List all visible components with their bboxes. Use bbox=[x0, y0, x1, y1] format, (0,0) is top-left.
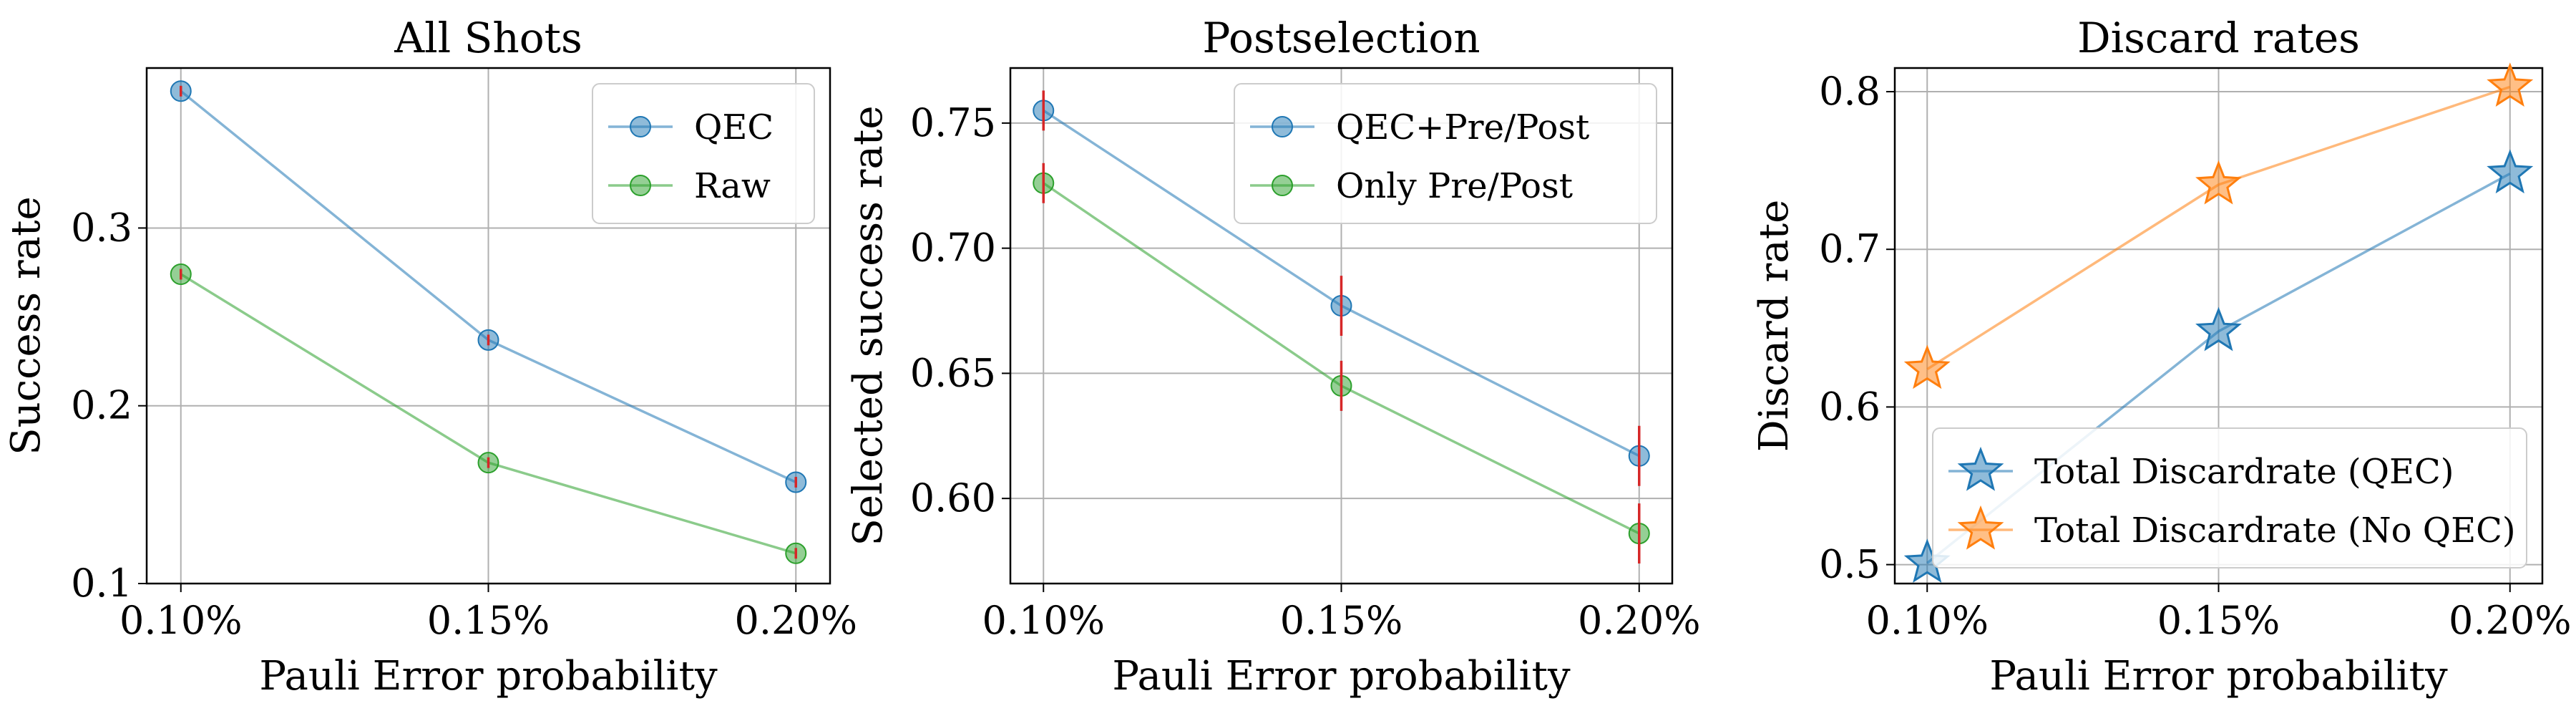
legend-entry: QEC bbox=[608, 107, 774, 147]
x-tick-label: 0.20% bbox=[1578, 598, 1701, 643]
y-tick-label: 0.75 bbox=[910, 100, 996, 145]
legend-marker bbox=[1957, 505, 2004, 550]
chart-panel-2: 0.10% 0.15% 0.20% 0.60 0.65 0.70 0.75 Postselec… bbox=[845, 14, 1701, 700]
x-tick-label: 0.15% bbox=[427, 598, 550, 643]
series-2 bbox=[1033, 163, 1650, 564]
data-point bbox=[2487, 149, 2534, 194]
y-tick-label: 0.5 bbox=[1819, 542, 1880, 587]
y-tick-label: 0.8 bbox=[1819, 69, 1880, 114]
x-axis-label: Pauli Error probability bbox=[259, 653, 718, 700]
y-tick-label: 0.60 bbox=[910, 475, 996, 521]
legend: QEC Raw bbox=[592, 83, 815, 224]
x-axis-label: Pauli Error probability bbox=[1989, 653, 2448, 700]
legend-entry: QEC+Pre/Post bbox=[1250, 107, 1589, 147]
series-2 bbox=[1903, 62, 2534, 390]
legend-label: QEC+Pre/Post bbox=[1336, 107, 1589, 147]
data-point bbox=[2195, 160, 2242, 205]
legend-marker bbox=[1272, 116, 1293, 137]
y-axis-label: Success rate bbox=[3, 196, 49, 455]
chart-panel-1: 0.10% 0.15% 0.20% 0.1 0.2 0.3 All Shots Pauli E… bbox=[3, 14, 857, 700]
legend: Total Discardrate (QEC) Total Discardrate… bbox=[1932, 427, 2527, 569]
legend-entry: Only Pre/Post bbox=[1250, 166, 1573, 206]
legend-label: QEC bbox=[694, 107, 774, 147]
x-tick-label: 0.10% bbox=[119, 598, 243, 643]
legend-marker bbox=[1957, 446, 2004, 491]
chart-title: All Shots bbox=[394, 14, 582, 62]
y-axis-label: Selected success rate bbox=[845, 106, 892, 546]
series-1 bbox=[170, 80, 807, 493]
legend-marker bbox=[630, 116, 651, 137]
legend-label: Raw bbox=[694, 166, 771, 206]
legend-label: Total Discardrate (No QEC) bbox=[2034, 511, 2516, 551]
x-axis-label: Pauli Error probability bbox=[1112, 653, 1571, 700]
legend-box bbox=[1932, 427, 2527, 569]
legend-label: Only Pre/Post bbox=[1336, 166, 1573, 206]
y-tick-label: 0.7 bbox=[1819, 226, 1880, 271]
data-point bbox=[1903, 344, 1951, 390]
chart-panel-3: 0.10% 0.15% 0.20% 0.5 0.6 0.7 0.8 Discard rates… bbox=[1751, 14, 2572, 700]
legend-label: Total Discardrate (QEC) bbox=[2034, 452, 2454, 492]
y-tick-label: 0.65 bbox=[910, 350, 996, 395]
legend-entry: Raw bbox=[608, 166, 771, 206]
legend-entry: Total Discardrate (No QEC) bbox=[1948, 505, 2516, 551]
y-tick-label: 0.1 bbox=[71, 561, 132, 606]
x-tick-label: 0.10% bbox=[1865, 598, 1989, 643]
y-axis-label: Discard rate bbox=[1751, 200, 1797, 453]
legend: QEC+Pre/Post Only Pre/Post bbox=[1234, 83, 1657, 224]
data-point bbox=[2195, 306, 2242, 352]
legend-marker bbox=[1272, 175, 1293, 196]
y-tick-label: 0.3 bbox=[71, 205, 132, 250]
y-tick-label: 0.70 bbox=[910, 226, 996, 271]
y-tick-label: 0.2 bbox=[71, 383, 132, 428]
x-tick-label: 0.15% bbox=[2157, 598, 2280, 643]
chart-title: Discard rates bbox=[2077, 14, 2360, 62]
chart-title: Postselection bbox=[1202, 14, 1480, 62]
legend-marker bbox=[630, 175, 651, 196]
legend-entry: Total Discardrate (QEC) bbox=[1948, 446, 2454, 492]
legend-box bbox=[1234, 83, 1657, 224]
series-2 bbox=[170, 263, 807, 564]
data-point bbox=[2487, 62, 2534, 107]
x-tick-label: 0.20% bbox=[2449, 598, 2572, 643]
x-tick-label: 0.10% bbox=[982, 598, 1105, 643]
x-tick-label: 0.15% bbox=[1280, 598, 1403, 643]
series-1 bbox=[1033, 90, 1650, 486]
x-tick-label: 0.20% bbox=[734, 598, 857, 643]
y-tick-label: 0.6 bbox=[1819, 384, 1880, 429]
